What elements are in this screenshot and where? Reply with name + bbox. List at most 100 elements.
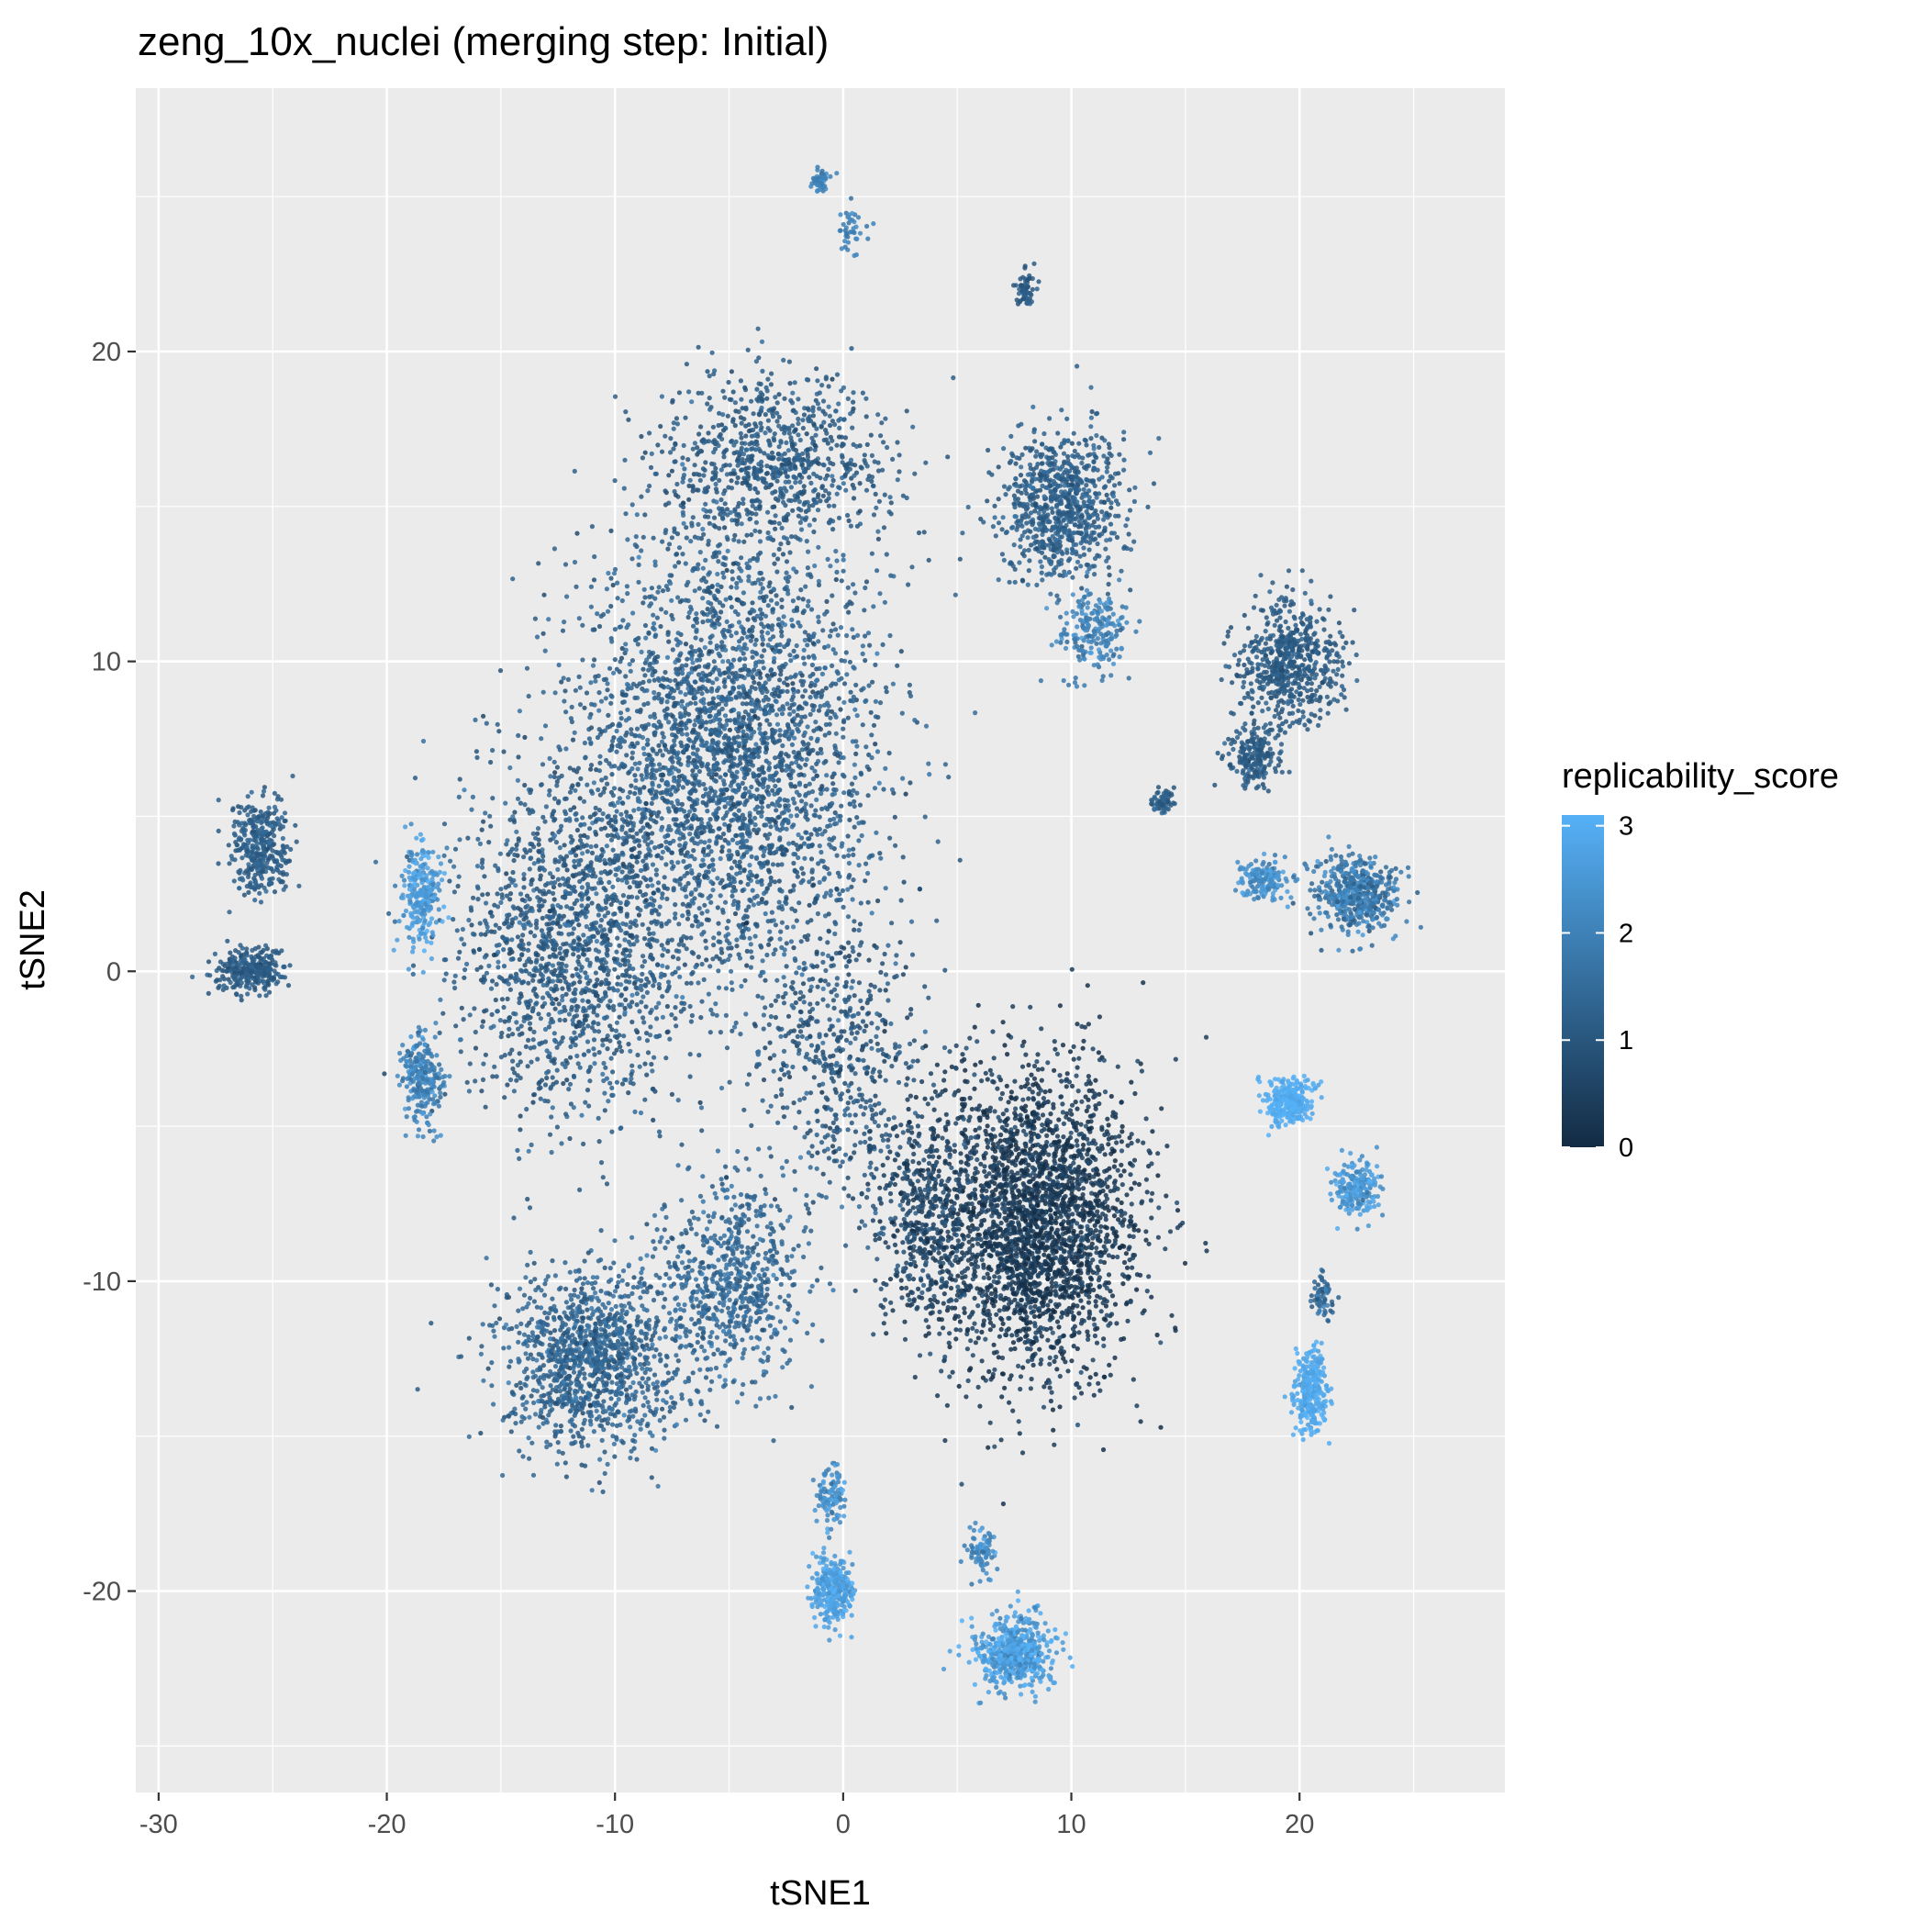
scatter-point <box>650 1068 654 1073</box>
scatter-point <box>553 1007 558 1011</box>
scatter-point <box>614 950 618 955</box>
scatter-point <box>736 906 741 910</box>
scatter-point <box>630 751 635 755</box>
scatter-point <box>571 1038 575 1043</box>
scatter-point <box>629 742 634 746</box>
scatter-point <box>774 808 778 812</box>
scatter-point <box>566 1087 571 1091</box>
scatter-point <box>509 937 514 942</box>
scatter-point <box>605 947 609 952</box>
scatter-point <box>652 690 656 695</box>
scatter-point <box>678 728 683 732</box>
scatter-point <box>735 749 740 754</box>
scatter-point <box>792 750 796 754</box>
scatter-point <box>687 832 692 836</box>
scatter-point <box>694 665 698 670</box>
scatter-point <box>713 706 718 710</box>
scatter-point <box>596 1029 601 1033</box>
scatter-point <box>590 887 595 891</box>
scatter-point <box>707 839 712 843</box>
scatter-point <box>708 641 713 645</box>
scatter-point <box>411 964 416 968</box>
scatter-point <box>806 599 810 604</box>
scatter-point <box>621 1033 626 1038</box>
scatter-point <box>780 526 785 530</box>
scatter-point <box>717 826 721 831</box>
scatter-point <box>547 914 551 919</box>
scatter-point <box>655 888 660 892</box>
scatter-point <box>754 387 759 392</box>
scatter-point <box>704 727 708 731</box>
scatter-point <box>641 746 646 751</box>
scatter-point <box>630 658 635 663</box>
scatter-point <box>625 584 629 588</box>
scatter-point <box>613 818 618 822</box>
scatter-point <box>528 810 532 815</box>
scatter-point <box>729 709 733 713</box>
scatter-point <box>472 948 476 953</box>
scatter-point <box>766 868 771 873</box>
scatter-point <box>772 918 776 922</box>
scatter-point <box>758 944 763 948</box>
scatter-point <box>646 927 651 932</box>
scatter-point <box>675 595 680 599</box>
scatter-point <box>629 1072 633 1077</box>
scatter-point <box>594 832 598 837</box>
scatter-point <box>777 733 782 738</box>
scatter-point <box>516 733 520 738</box>
scatter-point <box>645 884 650 888</box>
scatter-point <box>629 815 633 820</box>
scatter-point <box>597 754 602 759</box>
scatter-point <box>684 894 688 899</box>
scatter-point <box>700 962 705 966</box>
scatter-point <box>543 1027 548 1032</box>
scatter-point <box>853 739 858 743</box>
scatter-point <box>657 585 662 589</box>
scatter-point <box>733 671 738 676</box>
scatter-point <box>760 642 764 647</box>
scatter-point <box>677 843 682 847</box>
scatter-point <box>786 575 791 579</box>
scatter-point <box>561 1062 565 1067</box>
scatter-point <box>612 967 617 972</box>
scatter-point <box>759 571 763 575</box>
scatter-point <box>751 888 755 893</box>
scatter-point <box>617 766 621 771</box>
scatter-point <box>691 970 696 975</box>
scatter-point <box>543 649 548 653</box>
scatter-point <box>643 451 648 455</box>
scatter-point <box>798 587 803 592</box>
scatter-point <box>556 830 561 834</box>
scatter-point <box>758 539 763 543</box>
scatter-point <box>659 773 663 777</box>
scatter-point <box>540 858 545 863</box>
scatter-point <box>653 634 658 639</box>
scatter-point <box>480 828 485 832</box>
scatter-point <box>699 824 704 829</box>
scatter-point <box>861 652 865 656</box>
scatter-point <box>684 642 688 646</box>
scatter-point <box>859 772 863 776</box>
scatter-point <box>558 924 563 929</box>
scatter-point <box>773 691 777 696</box>
scatter-point <box>826 456 830 461</box>
scatter-point <box>641 1020 646 1024</box>
scatter-point <box>730 439 734 443</box>
scatter-point <box>737 575 741 580</box>
scatter-point <box>803 700 808 705</box>
scatter-point <box>888 495 893 499</box>
scatter-point <box>849 524 853 529</box>
scatter-point <box>794 673 798 677</box>
scatter-point <box>834 887 839 891</box>
scatter-point <box>720 630 725 634</box>
scatter-point <box>863 862 868 866</box>
scatter-point <box>806 751 810 755</box>
scatter-point <box>731 802 736 807</box>
scatter-point <box>800 673 805 677</box>
scatter-point <box>724 702 729 707</box>
scatter-point <box>619 827 624 832</box>
scatter-point <box>634 534 639 539</box>
scatter-point <box>608 529 613 533</box>
scatter-point <box>652 696 657 700</box>
scatter-point <box>748 814 752 819</box>
